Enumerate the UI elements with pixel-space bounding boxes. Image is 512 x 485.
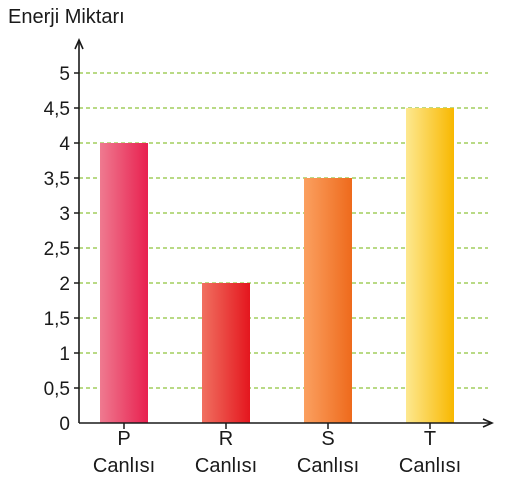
y-tick-label: 5 [59, 64, 70, 85]
bar-s [304, 178, 352, 423]
bar-r [202, 283, 250, 423]
x-tick-label-letter: T [424, 428, 436, 450]
y-tick-label: 2 [59, 274, 70, 295]
x-tick-label-word: Canlısı [195, 455, 257, 477]
y-axis-label: Enerji Miktarı [8, 6, 125, 28]
y-tick-label: 3,5 [44, 169, 70, 190]
axes [74, 38, 494, 429]
y-tick-label: 2,5 [44, 239, 70, 260]
x-tick-label-word: Canlısı [399, 455, 461, 477]
y-tick-label: 4,5 [44, 99, 70, 120]
bars [100, 108, 454, 423]
y-tick-label: 0,5 [44, 379, 70, 400]
y-tick-label: 4 [59, 134, 70, 155]
y-tick-label: 1,5 [44, 309, 70, 330]
y-tick-label: 3 [59, 204, 70, 225]
y-axis-arrow [74, 38, 84, 50]
y-tick-labels: 0 0,5 1 1,5 2 2,5 3 3,5 4 4,5 5 [44, 64, 71, 435]
grid-lines [79, 72, 488, 389]
y-tick-label: 1 [59, 344, 70, 365]
x-tick-label-word: Canlısı [297, 455, 359, 477]
x-tick-label-letter: S [321, 428, 334, 450]
bar-p [100, 143, 148, 423]
bar-t [406, 108, 454, 423]
x-tick-label-letter: P [117, 428, 130, 450]
x-axis-arrow [482, 418, 494, 428]
y-tick-label: 0 [59, 414, 70, 435]
x-tick-label-letter: R [219, 428, 233, 450]
x-tick-label-word: Canlısı [93, 455, 155, 477]
x-tick-labels: P Canlısı R Canlısı S Canlısı T Canlısı [93, 428, 461, 477]
